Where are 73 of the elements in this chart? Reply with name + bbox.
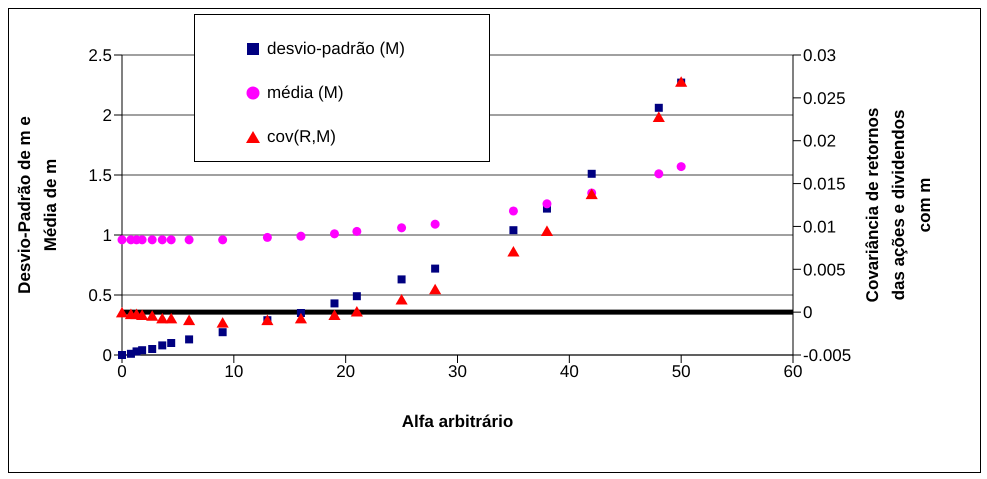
x-tick-label: 40 [560, 362, 579, 382]
x-tick-label: 50 [672, 362, 691, 382]
point [156, 312, 168, 324]
y-tick-label: 0 [102, 346, 112, 366]
y2-tick-label: 0.005 [803, 260, 846, 280]
point [158, 235, 167, 244]
point [509, 226, 518, 234]
x-tick-label: 20 [336, 362, 356, 382]
point [216, 317, 229, 328]
point [185, 335, 194, 344]
point [397, 223, 406, 232]
x-tick-label: 10 [224, 362, 244, 382]
y-tick-label: 0.5 [88, 286, 112, 306]
point [218, 328, 227, 336]
point [654, 169, 664, 178]
point [542, 199, 552, 208]
legend-label: média (M) [267, 83, 344, 103]
point [183, 314, 196, 326]
point [116, 306, 128, 318]
legend-label: cov(R,M) [267, 127, 336, 147]
x-tick-label: 30 [448, 362, 467, 382]
point [508, 206, 518, 216]
point [262, 232, 272, 242]
point [675, 76, 688, 87]
y-tick-label: 1 [102, 226, 112, 246]
x-tick-label: 0 [117, 362, 127, 382]
point [398, 275, 406, 284]
point [676, 162, 686, 172]
point [330, 229, 339, 238]
y2-tick-label: 0.025 [803, 88, 846, 108]
point [158, 341, 166, 350]
x-axis-title: Alfa arbitrário [402, 412, 514, 432]
point [138, 346, 146, 354]
y2-tick-label: 0 [803, 303, 812, 322]
point [431, 264, 440, 273]
y2-tick-label: 0.015 [803, 174, 846, 194]
point [148, 235, 157, 244]
point [654, 104, 663, 112]
point [165, 312, 178, 324]
point [652, 111, 665, 122]
point [588, 170, 596, 178]
point [118, 351, 126, 359]
legend-label: desvio-padrão (M) [267, 39, 405, 59]
point [146, 310, 158, 321]
y-tick-label: 2 [102, 106, 112, 126]
point [167, 339, 176, 347]
point [148, 345, 156, 353]
y2-tick-label: 0.01 [803, 217, 836, 236]
y2-axis-title: Covariância de retornos das ações e dividendos com m [863, 108, 934, 302]
point [540, 225, 554, 236]
point [117, 235, 127, 244]
point [507, 246, 520, 257]
point [396, 294, 408, 305]
y2-tick-label: 0.02 [803, 132, 836, 151]
point [184, 235, 194, 244]
point [136, 309, 148, 320]
point [166, 235, 176, 244]
point [352, 292, 361, 300]
y2-tick-label: 0.03 [803, 46, 836, 66]
point [430, 220, 440, 229]
x-tick-label: 60 [784, 362, 802, 382]
point [350, 306, 363, 317]
point [218, 235, 228, 244]
point [429, 284, 442, 294]
point [328, 309, 341, 320]
point [330, 299, 338, 308]
y2-tick-label: -0.005 [803, 346, 852, 366]
point [296, 232, 306, 241]
y-tick-label: 1.5 [88, 166, 112, 186]
y-tick-label: 2.5 [88, 46, 112, 66]
point [294, 312, 308, 324]
point [352, 226, 362, 236]
y-axis-title: Desvio-Padrão de m e Média de m [15, 116, 60, 294]
